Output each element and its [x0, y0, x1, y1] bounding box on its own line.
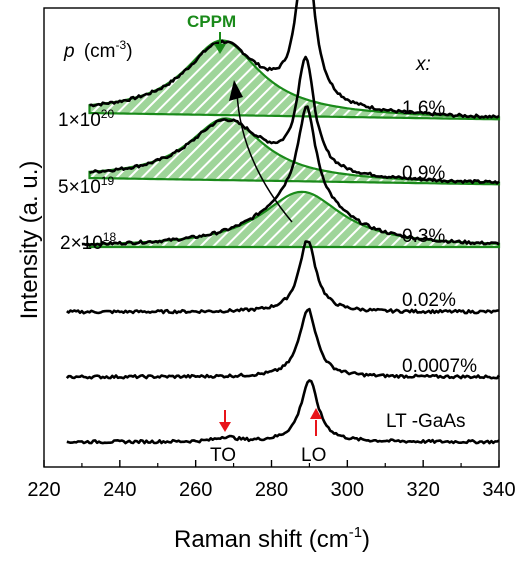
- composition-label: 0.02%: [402, 290, 456, 311]
- x-tick-label: 300: [331, 479, 364, 501]
- p-header: p (cm-3): [63, 38, 133, 62]
- x-tick-label: 240: [103, 479, 136, 501]
- doping-label: 5×1019: [58, 174, 114, 198]
- cppm-fits: [88, 39, 501, 249]
- shift-arrow: [236, 91, 293, 223]
- cppm-fit-area: [88, 117, 501, 186]
- spectrum-line: [66, 240, 500, 315]
- x-tick-label: 280: [255, 479, 288, 501]
- x-axis-ticks: 220 240 260 280 300 320 340: [27, 460, 516, 501]
- cppm-label: CPPM: [187, 12, 236, 31]
- spectrum-line: [81, 105, 500, 247]
- shift-arrow-head: [229, 80, 243, 101]
- x-tick-label: 220: [27, 479, 60, 501]
- spectrum-line: [66, 379, 500, 445]
- spectrum-line: [65, 307, 501, 380]
- cppm-arrow-head: [214, 44, 226, 54]
- x-tick-label: 340: [482, 479, 515, 501]
- x-axis-label: Raman shift (cm-1): [174, 524, 370, 553]
- doping-label: 1×1020: [58, 107, 114, 131]
- doping-label: 2×1018: [60, 230, 116, 254]
- y-axis-label: Intensity (a. u.): [16, 161, 43, 320]
- spectrum-line: [89, 55, 500, 185]
- x-composition-header: x:: [415, 54, 431, 75]
- spectrum-line: [89, 0, 500, 119]
- series-labels: 1.6% 1×1020 0.9% 5×1019 0.3% 2×1018 0.02% 0.000…: [58, 98, 477, 432]
- composition-label: 0.3%: [402, 226, 445, 247]
- spectra-series: [65, 0, 501, 445]
- lo-label: LO: [301, 445, 326, 466]
- composition-label: 1.6%: [402, 98, 445, 119]
- lo-marker-head: [310, 408, 322, 419]
- composition-label: LT -GaAs: [386, 411, 466, 432]
- to-marker-head: [219, 422, 231, 432]
- composition-label: 0.0007%: [402, 356, 477, 377]
- to-label: TO: [210, 445, 236, 466]
- composition-label: 0.9%: [402, 163, 445, 184]
- x-tick-label: 260: [179, 479, 212, 501]
- x-tick-label: 320: [406, 479, 439, 501]
